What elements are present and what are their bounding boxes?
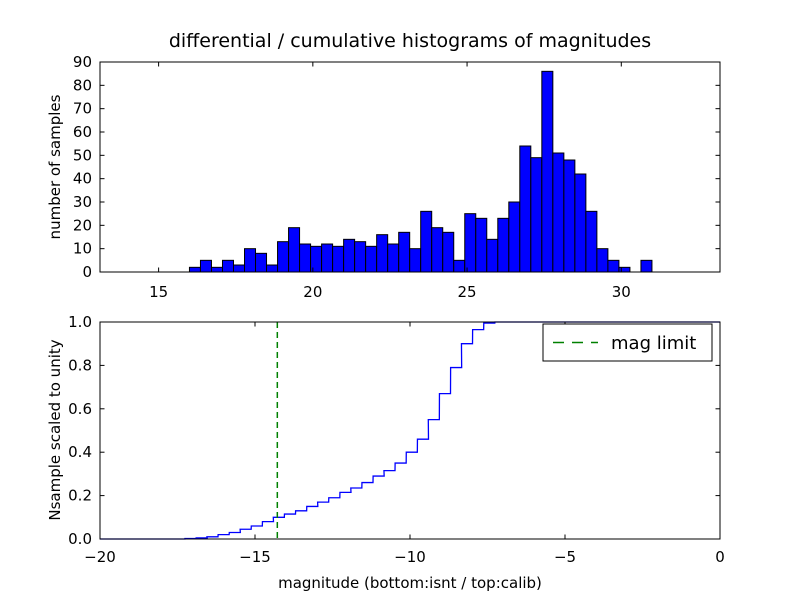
y-tick-label: 0.2: [68, 487, 92, 505]
top-plot-ticks: [100, 61, 720, 273]
y-tick-label: 10: [73, 240, 92, 258]
histogram-bar: [221, 259, 235, 273]
top-plot: 15 20 25 30 0 10 20 30 40 50 60 70 80 90 differential…: [46, 30, 721, 301]
legend: mag limit: [542, 323, 713, 362]
histogram-bar: [530, 157, 543, 273]
histogram-bar: [519, 145, 532, 273]
histogram-bar: [376, 234, 389, 273]
y-tick-label: 90: [73, 53, 92, 71]
x-tick-label: 30: [612, 283, 631, 301]
histogram-bar: [354, 241, 367, 273]
histogram-bar: [288, 227, 301, 273]
figure-title: differential / cumulative histograms of …: [169, 30, 651, 52]
histogram-bar: [596, 248, 609, 273]
histogram-bar: [244, 248, 257, 273]
histogram-bar: [188, 266, 201, 273]
x-tick-label: 20: [303, 283, 322, 301]
legend-label: mag limit: [611, 333, 696, 354]
histogram-bar: [365, 245, 378, 273]
x-tick-label: −5: [554, 548, 576, 566]
histogram-bar: [574, 173, 587, 273]
y-tick-label: 0.4: [68, 443, 92, 461]
histogram-bar: [640, 259, 653, 273]
histogram-bar: [541, 70, 554, 273]
y-tick-label: 60: [73, 123, 92, 141]
y-tick-label: 40: [73, 170, 92, 188]
y-tick-label: 0.8: [68, 356, 92, 374]
x-tick-label: 25: [458, 283, 477, 301]
histogram-bars: [188, 70, 653, 273]
histogram-bar: [310, 245, 323, 273]
histogram-bar: [343, 238, 356, 273]
x-tick-label: 15: [149, 283, 168, 301]
histogram-bar: [497, 217, 510, 273]
histogram-bar: [508, 201, 521, 273]
x-axis-label: magnitude (bottom:isnt / top:calib): [278, 574, 542, 592]
histogram-bar: [585, 210, 598, 273]
histogram-bar: [233, 264, 246, 273]
histogram-bar: [266, 264, 279, 273]
histogram-bar: [552, 152, 565, 273]
histogram-bar: [387, 243, 400, 273]
bottom-y-axis-label: Nsample scaled to unity: [46, 339, 64, 520]
y-tick-label: 0.6: [68, 400, 92, 418]
x-tick-label: −10: [394, 548, 426, 566]
cumulative-step-curve: [100, 321, 720, 540]
histogram-bar: [618, 266, 631, 273]
histogram-bar: [398, 231, 411, 273]
histogram-bar: [321, 243, 334, 273]
x-tick-label: −15: [239, 548, 271, 566]
legend-box: [542, 323, 713, 362]
y-tick-label: 80: [73, 76, 92, 94]
y-tick-label: 20: [73, 216, 92, 234]
bottom-plot-ticks: [99, 321, 721, 540]
histogram-bar: [255, 252, 268, 273]
histogram-bar: [453, 259, 466, 273]
histogram-bar: [277, 241, 290, 273]
top-plot-frame: [99, 61, 721, 273]
top-y-axis-label: number of samples: [46, 94, 64, 239]
histogram-bar: [199, 259, 212, 273]
histogram-bar: [475, 217, 488, 273]
y-tick-label: 0: [82, 263, 92, 281]
histogram-bar: [210, 266, 223, 273]
histogram-bar: [486, 238, 499, 273]
histogram-bar: [420, 210, 433, 273]
y-tick-label: 30: [73, 193, 92, 211]
y-tick-label: 70: [73, 100, 92, 118]
y-tick-label: 0.0: [68, 530, 92, 548]
histogram-bar: [409, 248, 422, 273]
histogram-bar: [431, 227, 444, 273]
bottom-plot-tick-labels: −20 −15 −10 −5 0 0.0 0.2 0.4 0.6 0.8 1.0: [68, 313, 725, 566]
y-tick-label: 50: [73, 146, 92, 164]
histogram-bar: [332, 245, 345, 273]
x-tick-label: −20: [84, 548, 116, 566]
x-tick-label: 0: [715, 548, 725, 566]
bottom-plot: −20 −15 −10 −5 0 0.0 0.2 0.4 0.6 0.8 1.0 magnitude…: [46, 313, 725, 592]
histogram-bar: [563, 159, 576, 273]
top-plot-tick-labels: 15 20 25 30 0 10 20 30 40 50 60 70 80 90: [73, 53, 631, 301]
histogram-bar: [299, 243, 312, 273]
histogram-bar: [464, 213, 477, 273]
histogram-bar: [607, 259, 620, 273]
histogram-bar: [442, 231, 455, 273]
y-tick-label: 1.0: [68, 313, 92, 331]
